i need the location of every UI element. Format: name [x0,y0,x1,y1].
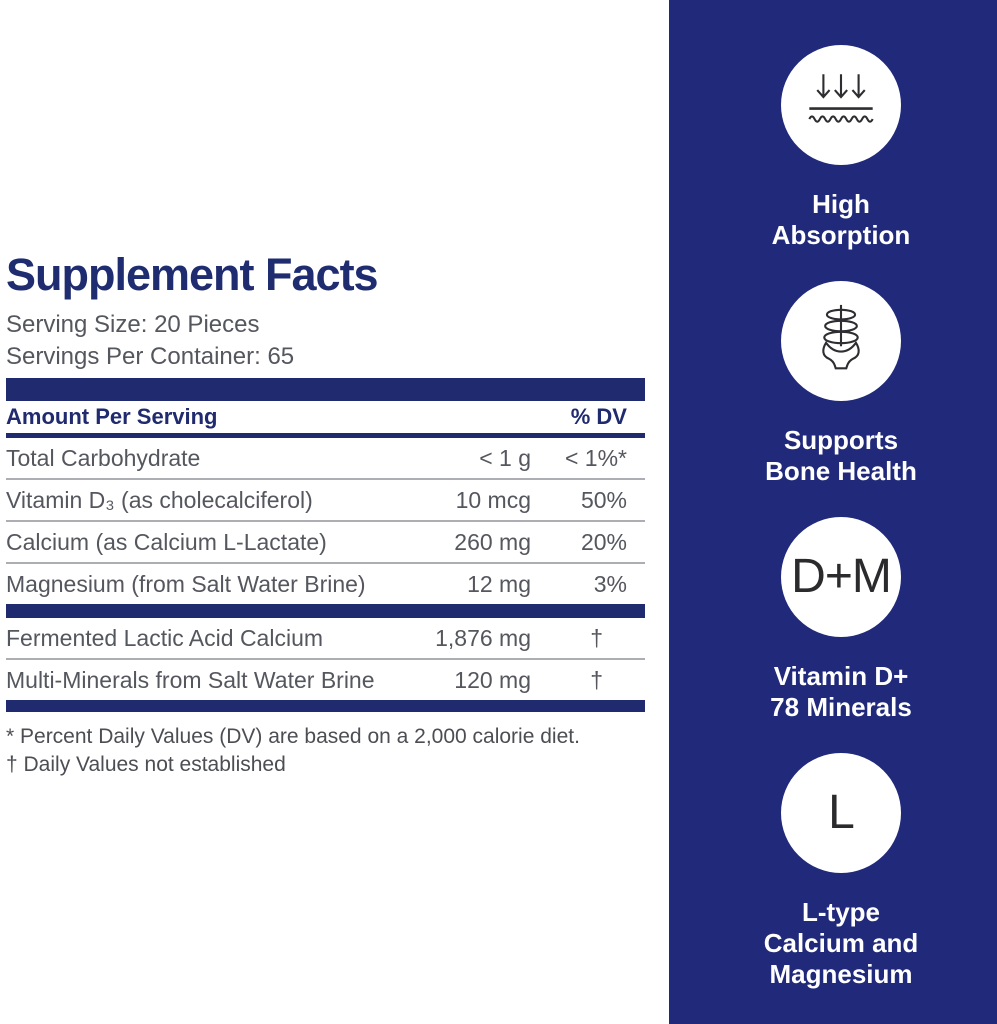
feature-label: L-type Calcium and Magnesium [763,897,919,989]
nutrient-name: Fermented Lactic Acid Calcium [6,624,324,651]
nutrient-dv: 20% [580,528,627,555]
supplement-facts-panel: Supplement Facts Serving Size: 20 Pieces… [6,0,645,1024]
feature-sidebar: High Absorption Supports Bone Health D+M… [669,0,997,1024]
feature-bone-health: Supports Bone Health [687,281,995,487]
absorption-arrows-icon [781,45,901,165]
footnote-dagger: † Daily Values not established [6,753,286,776]
table-row: Magnesium (from Salt Water Brine) 12 mg … [6,562,645,604]
nutrient-name: Total Carbohydrate [6,444,201,471]
nutrient-amount: < 1 g [479,444,531,471]
nutrient-amount: 120 mg [454,666,531,693]
table-mid-bar [6,604,645,618]
panel-title: Supplement Facts [6,249,379,300]
l-monogram-icon: L [781,753,901,873]
feature-high-absorption: High Absorption [687,45,995,251]
table-top-bar [6,378,645,401]
facts-table: Amount Per Serving % DV Total Carbohydra… [6,378,645,779]
servings-per-container-text: Servings Per Container: 65 [6,343,295,370]
feature-l-type: L L-type Calcium and Magnesium [687,753,995,990]
feature-label: Vitamin D+ 78 Minerals [770,661,912,722]
spine-icon [781,281,901,401]
nutrient-dv: 50% [580,486,627,513]
percent-dv-header: % DV [570,404,627,429]
footnotes: * Percent Daily Values (DV) are based on… [6,723,645,779]
nutrient-dv: 3% [593,570,627,597]
nutrient-amount: 1,876 mg [435,624,531,651]
d-plus-m-monogram-icon: D+M [781,517,901,637]
nutrient-name: Vitamin D₃ (as cholecalciferol) [6,486,313,513]
table-row: Vitamin D₃ (as cholecalciferol) 10 mcg 5… [6,478,645,520]
nutrient-dv: < 1%* [564,444,627,471]
table-row: Calcium (as Calcium L-Lactate) 260 mg 20… [6,520,645,562]
feature-label: High Absorption [771,189,911,250]
nutrient-dv-dagger: † [590,624,603,651]
table-row: Total Carbohydrate < 1 g < 1%* [6,438,645,478]
nutrient-name: Multi-Minerals from Salt Water Brine [6,666,375,693]
amount-per-serving-header: Amount Per Serving [6,404,218,429]
table-row: Fermented Lactic Acid Calcium 1,876 mg † [6,618,645,658]
nutrient-amount: 10 mcg [455,486,531,513]
feature-label: Supports Bone Health [765,425,917,486]
nutrient-dv-dagger: † [590,666,603,693]
nutrient-amount: 12 mg [467,570,531,597]
nutrient-amount: 260 mg [454,528,531,555]
table-row: Multi-Minerals from Salt Water Brine 120… [6,658,645,700]
footnote-dv: * Percent Daily Values (DV) are based on… [6,725,580,748]
feature-vitamin-d-minerals: D+M Vitamin D+ 78 Minerals [687,517,995,723]
table-bottom-bar [6,700,645,712]
serving-size-text: Serving Size: 20 Pieces [6,311,260,338]
nutrient-name: Calcium (as Calcium L-Lactate) [6,528,327,555]
nutrient-name: Magnesium (from Salt Water Brine) [6,570,366,597]
table-header-row: Amount Per Serving % DV [6,401,645,438]
